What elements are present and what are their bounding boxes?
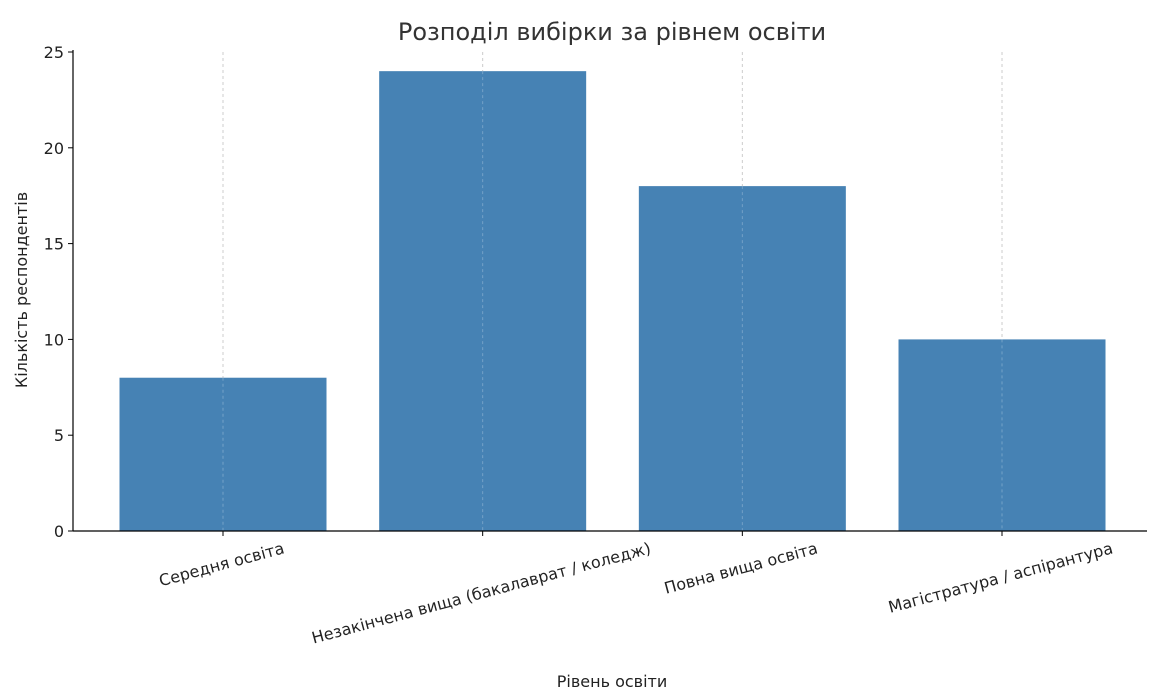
y-axis-label: Кількість респондентів [12, 192, 31, 388]
y-ticks: 0 5 10 15 20 25 [44, 43, 73, 541]
bar [898, 339, 1106, 531]
x-ticks: Середня освіта Незакінчена вища (бакалавр… [157, 531, 1115, 647]
bar [638, 186, 846, 531]
y-tick-label: 5 [54, 426, 64, 445]
x-tick-label: Незакінчена вища (бакалаврат / коледж) [310, 539, 653, 648]
grid-over-layer [222, 71, 1003, 531]
axes-layer [72, 50, 1147, 532]
x-tick-label: Магістратура / аспірантура [886, 539, 1115, 617]
y-tick-label: 15 [44, 235, 64, 254]
bar [119, 377, 327, 531]
x-tick-label: Повна вища освіта [662, 539, 820, 598]
bar [379, 71, 587, 531]
bars-layer [119, 71, 1106, 531]
x-axis-label: Рівень освіти [557, 672, 668, 691]
x-tick-label: Середня освіта [157, 539, 286, 591]
y-tick-label: 20 [44, 139, 64, 158]
grid-layer [222, 52, 1003, 531]
y-tick-label: 25 [44, 43, 64, 62]
chart-title: Розподіл вибірки за рівнем освіти [398, 18, 826, 46]
y-tick-label: 0 [54, 522, 64, 541]
y-tick-label: 10 [44, 330, 64, 349]
